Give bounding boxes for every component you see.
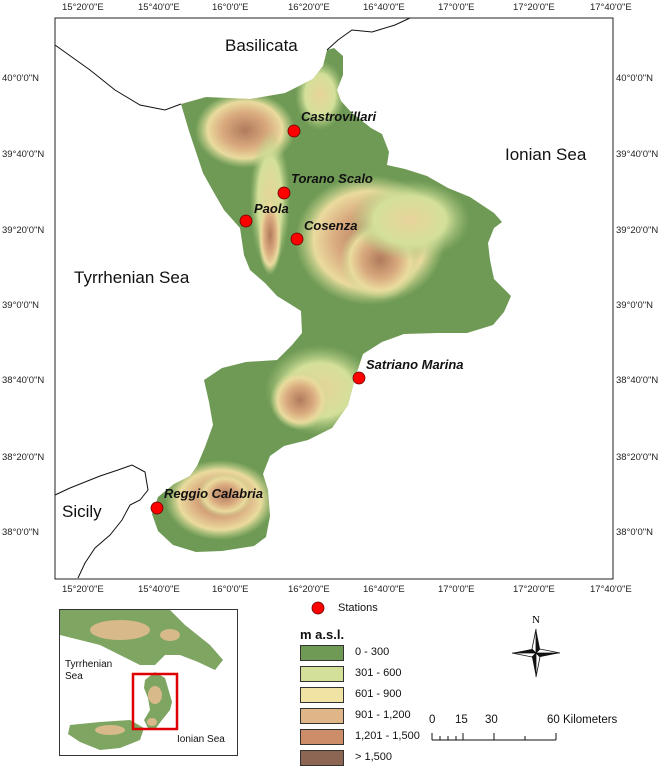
bottom-tick: 16°0'0"E	[212, 584, 249, 595]
station-marker-satriano-marina	[352, 371, 366, 385]
main-map	[54, 17, 614, 580]
map-frame	[54, 17, 614, 580]
top-tick: 16°20'0"E	[288, 2, 330, 13]
legend-swatch-901-1200	[300, 708, 344, 724]
right-tick: 40°0'0"N	[616, 73, 653, 84]
ionian-sea-label: Ionian Sea	[505, 145, 587, 164]
right-tick: 39°20'0"N	[616, 225, 659, 236]
legend-swatch-over-1500	[300, 750, 344, 766]
left-tick: 38°20'0"N	[2, 452, 45, 463]
legend-swatch-601-900	[300, 687, 344, 703]
top-tick: 15°40'0"E	[138, 2, 180, 13]
scale-bar	[431, 733, 557, 741]
top-tick: 15°20'0"E	[62, 2, 104, 13]
bottom-tick: 15°40'0"E	[138, 584, 180, 595]
left-tick: 38°0'0"N	[2, 527, 39, 538]
station-marker-paola	[239, 214, 253, 228]
legend-title: m a.s.l.	[300, 627, 345, 642]
right-tick: 39°40'0"N	[616, 149, 659, 160]
station-markers	[150, 124, 366, 515]
sicily-label: Sicily	[62, 502, 102, 521]
inset-area-frame	[131, 672, 179, 731]
left-tick: 39°40'0"N	[2, 149, 45, 160]
station-label-paola: Paola	[254, 201, 289, 216]
right-tick: 38°0'0"N	[616, 527, 653, 538]
scale-label: 30	[485, 714, 498, 726]
top-tick: 16°40'0"E	[363, 2, 405, 13]
tyrrhenian-sea-label: Tyrrhenian Sea	[74, 268, 190, 287]
legend-swatch-1201-1500	[300, 729, 344, 745]
inset-map-graphic	[60, 610, 223, 750]
stations-legend-label: Stations	[338, 602, 378, 614]
left-tick: 39°0'0"N	[2, 300, 39, 311]
station-label-cosenza: Cosenza	[304, 218, 358, 233]
left-tick: 38°40'0"N	[2, 375, 45, 386]
inset-tyrrhenian-label: Tyrrhenian Sea	[65, 659, 113, 682]
north-arrow-icon	[511, 628, 561, 678]
relief-shading	[165, 60, 470, 540]
right-tick: 38°40'0"N	[616, 375, 659, 386]
basilicata-label: Basilicata	[225, 36, 298, 55]
legend-class-label: 601 - 900	[355, 688, 402, 700]
scale-label: 0	[429, 714, 436, 726]
inset-map: Tyrrhenian Sea Ionian Sea	[59, 609, 238, 756]
station-marker-reggio-calabria	[150, 501, 164, 515]
scale-label: 15	[455, 714, 468, 726]
inset-ionian-label: Ionian Sea	[177, 734, 225, 745]
bottom-tick: 17°0'0"E	[438, 584, 475, 595]
left-tick: 39°20'0"N	[2, 225, 45, 236]
legend-class-label: 0 - 300	[355, 646, 390, 658]
bottom-tick: 17°20'0"E	[513, 584, 555, 595]
right-tick: 39°0'0"N	[616, 300, 653, 311]
stations-legend-marker	[311, 601, 325, 615]
north-label: N	[532, 614, 540, 626]
station-label-torano-scalo: Torano Scalo	[291, 171, 373, 186]
bottom-tick: 16°20'0"E	[288, 584, 330, 595]
sicily-coastline	[54, 464, 149, 579]
top-tick: 17°40'0"E	[590, 2, 632, 13]
legend-class-label: 301 - 600	[355, 667, 402, 679]
top-tick: 16°0'0"E	[212, 2, 249, 13]
bottom-tick: 16°40'0"E	[363, 584, 405, 595]
bottom-tick: 15°20'0"E	[62, 584, 104, 595]
station-label-reggio-calabria: Reggio Calabria	[164, 486, 263, 501]
right-tick: 38°20'0"N	[616, 452, 659, 463]
calabria-land	[152, 48, 511, 552]
scale-label: 60 Kilometers	[547, 714, 618, 726]
station-marker-cosenza	[290, 232, 304, 246]
bottom-tick: 17°40'0"E	[590, 584, 632, 595]
legend-swatch-301-600	[300, 666, 344, 682]
legend-class-label: 1,201 - 1,500	[355, 730, 420, 742]
basilicata-coastline	[54, 17, 411, 111]
legend-swatch-0-300	[300, 645, 344, 661]
legend-class-label: > 1,500	[355, 751, 393, 763]
legend-class-label: 901 - 1,200	[355, 709, 411, 721]
station-marker-torano-scalo	[277, 186, 291, 200]
left-tick: 40°0'0"N	[2, 73, 39, 84]
station-label-castrovillari: Castrovillari	[301, 109, 377, 124]
top-tick: 17°0'0"E	[438, 2, 475, 13]
station-label-satriano-marina: Satriano Marina	[366, 357, 464, 372]
top-tick: 17°20'0"E	[513, 2, 555, 13]
station-marker-castrovillari	[287, 124, 301, 138]
